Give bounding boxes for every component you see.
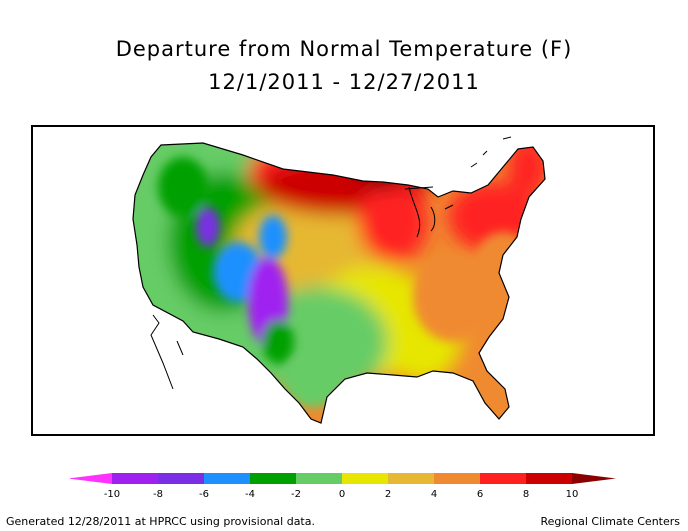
legend-swatch (296, 473, 342, 484)
great-lakes-outline (404, 186, 454, 238)
legend-tick-label: -10 (104, 489, 120, 500)
legend-swatch (158, 473, 204, 484)
color-legend: -10 -8 -6 -4 -2 0 2 4 6 8 10 (70, 471, 620, 501)
legend-tick-label: 4 (431, 489, 437, 500)
legend-tick-label: -4 (245, 489, 255, 500)
legend-swatch (434, 473, 480, 484)
legend-tick-label: -6 (199, 489, 209, 500)
legend-tick-label: -2 (291, 489, 301, 500)
map-date-range: 12/1/2011 - 12/27/2011 (208, 70, 480, 94)
legend-tick-label: 10 (566, 489, 579, 500)
legend-swatch (112, 473, 158, 484)
legend-tick-label: 6 (477, 489, 483, 500)
legend-swatch (526, 473, 572, 484)
legend-swatch (250, 473, 296, 484)
legend-swatch (388, 473, 434, 484)
legend-swatch (204, 473, 250, 484)
anomaly-field (133, 143, 545, 423)
temperature-map (132, 136, 546, 424)
footer-source-note: Generated 12/28/2011 at HPRCC using prov… (6, 515, 315, 528)
legend-swatch (572, 473, 616, 484)
legend-tick-labels: -10 -8 -6 -4 -2 0 2 4 6 8 10 (104, 489, 579, 500)
coastline-fragments (150, 136, 512, 390)
legend-tick-label: 2 (385, 489, 391, 500)
legend-tick-label: 0 (339, 489, 345, 500)
legend-bar (70, 473, 616, 484)
footer-credit: Regional Climate Centers (540, 515, 680, 528)
legend-tick-label: 8 (523, 489, 529, 500)
legend-swatch (480, 473, 526, 484)
map-title: Departure from Normal Temperature (F) (115, 37, 573, 61)
legend-swatch (70, 473, 112, 484)
legend-tick-label: -8 (153, 489, 163, 500)
map-frame (31, 125, 655, 436)
legend-swatch (342, 473, 388, 484)
